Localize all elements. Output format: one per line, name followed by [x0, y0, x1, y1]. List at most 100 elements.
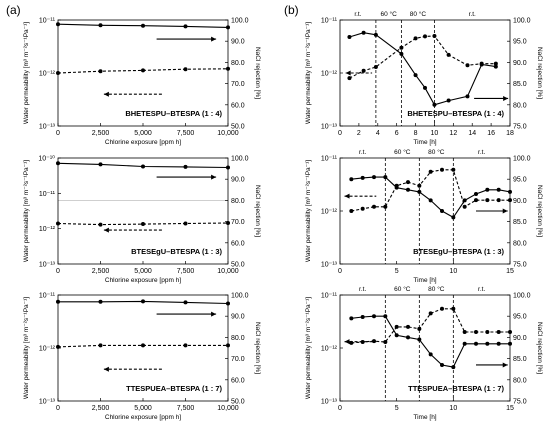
y-right-tick-label: 100.0 [513, 18, 531, 25]
y-right-axis-title: NaCl rejection [%] [254, 185, 261, 237]
y-right-tick-label: 90.0 [513, 335, 527, 342]
x-tick-label: 2,500 [92, 268, 110, 275]
arrow-head-icon [344, 193, 350, 199]
arrow-head-icon [502, 362, 508, 368]
chart-b1: 0 2 4 6 8 10 12 14 16 18 10⁻¹³ 10⁻¹² 10⁻¹¹ 75.0 80.0 85… [305, 10, 543, 146]
x-tick-label: 0 [338, 130, 342, 137]
arrow-head-icon [502, 208, 508, 214]
data-point-rejection [432, 102, 437, 107]
data-point-permeability [474, 330, 478, 335]
sample-name: TTESPUEA–BTESPA (1 : 7) [126, 384, 222, 393]
x-tick-label: 2 [357, 130, 361, 137]
region-label: 60 °C [394, 148, 411, 156]
data-point-permeability [98, 69, 103, 74]
data-point-rejection [226, 301, 230, 306]
data-point-permeability [462, 330, 467, 335]
y-left-axis-title: Water permeability [m³ m⁻²s⁻¹Pa⁻¹] [305, 22, 312, 124]
y-left-tick-label: 10⁻¹² [39, 71, 56, 78]
y-right-tick-label: 80.0 [513, 377, 527, 384]
data-point-permeability [432, 33, 437, 38]
region-label: r.t. [478, 286, 485, 293]
series-line-permeability [349, 35, 496, 79]
data-point-rejection [349, 177, 354, 182]
y-right-tick-label: 85.0 [513, 356, 527, 363]
arrow-head-icon [103, 227, 109, 233]
y-right-tick-label: 100.0 [513, 156, 531, 163]
y-right-tick-label: 80.0 [231, 198, 245, 205]
y-left-tick-label: 10⁻¹² [321, 209, 338, 216]
data-point-permeability [360, 339, 365, 344]
region-label: r.t. [359, 286, 366, 293]
y-right-tick-label: 80.0 [513, 102, 527, 109]
x-tick-label: 10,000 [217, 405, 239, 412]
x-axis-title: Time [h] [413, 139, 436, 146]
y-left-axis-title: Water permeability [m³ m⁻²s⁻¹Pa⁻¹] [305, 160, 312, 262]
data-point-rejection [451, 365, 456, 370]
data-point-rejection [479, 62, 484, 67]
x-tick-label: 8 [414, 130, 418, 137]
data-point-rejection [496, 187, 501, 192]
x-tick-label: 10,000 [217, 130, 239, 137]
data-point-rejection [399, 51, 404, 56]
data-point-permeability [183, 343, 188, 348]
data-point-rejection [361, 30, 366, 35]
x-axis-title: Time [h] [413, 277, 436, 284]
data-point-permeability [462, 204, 467, 209]
data-point-permeability [372, 204, 376, 209]
y-left-tick-label: 10⁻¹⁰ [38, 155, 55, 163]
sample-name: BTESEgU–BTESPA (1 : 3) [413, 247, 504, 256]
data-point-rejection [417, 337, 422, 342]
data-point-rejection [394, 333, 399, 338]
y-right-tick-label: 95.0 [513, 177, 527, 184]
y-left-tick-label: 10⁻¹³ [321, 262, 338, 269]
y-right-tick-label: 95.0 [513, 314, 527, 321]
data-point-rejection [474, 192, 478, 197]
x-tick-label: 18 [506, 130, 514, 137]
data-point-permeability [347, 76, 352, 81]
data-point-permeability [496, 198, 501, 203]
data-point-permeability [417, 183, 422, 188]
data-point-permeability [394, 324, 399, 329]
data-point-rejection [485, 187, 490, 192]
y-left-axis-title: Water permeability [m³ m⁻²s⁻¹Pa⁻¹] [23, 22, 30, 124]
data-point-rejection [493, 64, 498, 69]
data-point-permeability [496, 330, 501, 335]
region-label: r.t. [359, 149, 366, 156]
y-left-tick-label: 10⁻¹³ [321, 399, 338, 406]
data-point-permeability [485, 330, 490, 335]
y-right-tick-label: 100.0 [231, 293, 249, 300]
arrow-head-icon [103, 91, 109, 97]
y-right-axis-title: NaCl rejection [%] [536, 322, 543, 374]
y-right-tick-label: 100.0 [231, 156, 249, 163]
data-point-permeability [98, 222, 103, 227]
y-left-tick-label: 10⁻¹² [321, 71, 338, 78]
y-left-tick-label: 10⁻¹¹ [321, 156, 338, 163]
x-tick-label: 7,500 [177, 405, 195, 412]
data-point-permeability [446, 52, 451, 57]
data-point-rejection [347, 34, 352, 39]
data-point-permeability [423, 34, 427, 39]
data-point-rejection [360, 315, 365, 320]
data-point-rejection [462, 198, 467, 203]
y-right-tick-label: 70.0 [231, 356, 245, 363]
arrow-head-icon [211, 311, 217, 317]
data-point-permeability [406, 324, 410, 329]
data-point-rejection [141, 164, 145, 169]
data-point-permeability [428, 169, 433, 174]
data-point-permeability [428, 311, 433, 316]
data-point-rejection [56, 161, 60, 166]
x-tick-label: 10 [449, 405, 457, 412]
y-right-tick-label: 80.0 [513, 240, 527, 247]
data-point-rejection [451, 215, 456, 220]
data-point-rejection [440, 209, 444, 213]
arrow-head-icon [345, 70, 351, 76]
region-label: 80 °C [428, 285, 445, 293]
data-point-permeability [383, 339, 388, 344]
arrow-head-icon [103, 366, 109, 372]
y-left-tick-label: 10⁻¹¹ [321, 18, 338, 25]
y-right-tick-label: 75.0 [513, 262, 527, 269]
data-point-permeability [141, 222, 145, 227]
region-label: r.t. [478, 149, 485, 156]
region-label: r.t. [354, 11, 361, 18]
y-left-tick-label: 10⁻¹² [39, 226, 56, 233]
